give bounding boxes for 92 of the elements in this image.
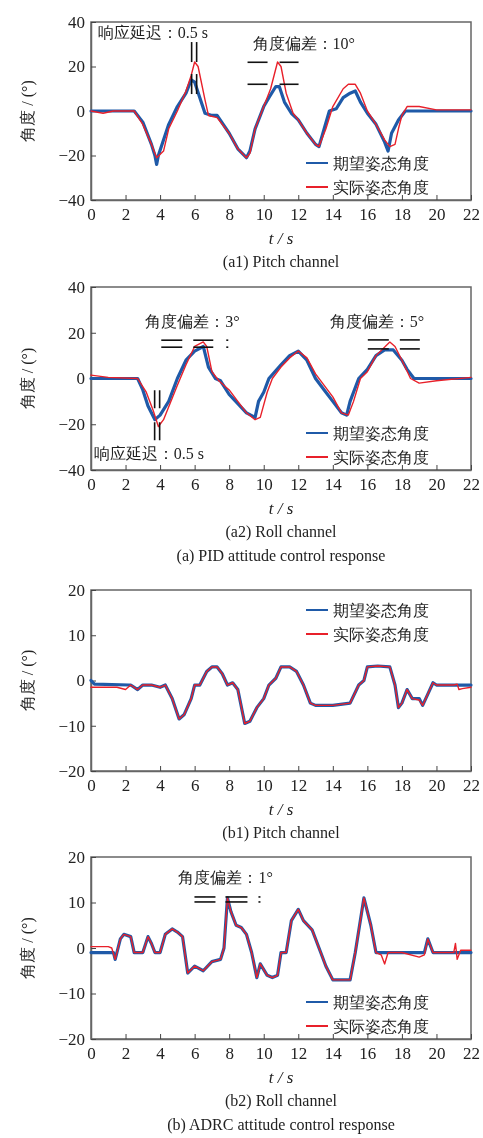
y-tick-label: 0 — [76, 369, 85, 389]
x-tick-label: 4 — [156, 1044, 166, 1064]
y-tick-label: 40 — [68, 277, 85, 297]
x-axis-title: t / s — [268, 1068, 294, 1087]
x-tick-label: 12 — [290, 1044, 308, 1064]
x-tick-label: 6 — [190, 475, 200, 495]
text: (a2) Roll channel — [225, 523, 338, 541]
x-tick-label: 22 — [463, 1044, 480, 1064]
legend-label: 实际姿态角度 — [333, 1018, 429, 1035]
annotation: 角度偏差：5° — [329, 312, 425, 330]
legend-label: 期望姿态角度 — [333, 994, 429, 1011]
x-tick-label: 22 — [463, 475, 480, 495]
y-tick-label: 10 — [68, 893, 85, 913]
x-tick-label: 18 — [393, 776, 411, 796]
x-tick-label: 16 — [359, 205, 377, 225]
x-tick-label: 20 — [428, 776, 446, 796]
x-tick-label: 18 — [393, 475, 411, 495]
x-tick-label: 22 — [463, 205, 480, 225]
x-tick-label: 2 — [121, 776, 131, 796]
x-tick-label: 18 — [393, 205, 411, 225]
y-tick-label: 40 — [68, 12, 85, 32]
y-tick-label: 10 — [68, 626, 85, 646]
x-tick-label: 12 — [290, 776, 308, 796]
x-tick-label: 6 — [190, 776, 200, 796]
x-tick-label: 12 — [290, 205, 308, 225]
x-axis-title: t / s — [268, 229, 294, 248]
annotation: 角度偏差：10° — [252, 35, 355, 53]
y-tick-label: −40 — [58, 190, 85, 210]
legend-label: 实际姿态角度 — [333, 626, 429, 643]
x-tick-label: 2 — [121, 205, 131, 225]
y-tick-label: −20 — [58, 146, 85, 166]
x-tick-label: 10 — [255, 475, 273, 495]
y-tick-label: 0 — [76, 101, 85, 121]
legend-label: 实际姿态角度 — [333, 449, 429, 466]
x-tick-label: 4 — [156, 205, 166, 225]
y-tick-label: 20 — [68, 580, 85, 600]
legend-label: 期望姿态角度 — [333, 425, 429, 442]
x-tick-label: 20 — [428, 205, 446, 225]
y-tick-label: −40 — [58, 460, 85, 480]
y-axis-title: 角度 / (°) — [19, 80, 37, 142]
y-tick-label: 20 — [68, 57, 85, 77]
y-tick-label: 0 — [76, 671, 85, 691]
x-tick-label: 14 — [324, 475, 343, 495]
x-tick-label: 6 — [190, 205, 200, 225]
x-tick-label: 8 — [225, 776, 234, 796]
x-tick-label: 8 — [225, 1044, 234, 1064]
x-tick-label: 20 — [428, 1044, 446, 1064]
y-tick-label: −10 — [58, 716, 85, 736]
x-tick-label: 12 — [290, 475, 308, 495]
x-tick-label: 14 — [324, 776, 343, 796]
x-tick-label: 2 — [121, 1044, 131, 1064]
x-tick-label: 18 — [393, 1044, 411, 1064]
y-tick-label: 20 — [68, 847, 85, 867]
y-tick-label: 0 — [76, 938, 85, 958]
y-axis-title: 角度 / (°) — [19, 917, 37, 979]
y-tick-label: −20 — [58, 761, 85, 781]
x-tick-label: 2 — [121, 475, 131, 495]
x-tick-label: 22 — [463, 776, 480, 796]
x-tick-label: 8 — [225, 475, 234, 495]
x-tick-label: 8 — [225, 205, 234, 225]
y-tick-label: −20 — [58, 1029, 85, 1049]
y-tick-label: −20 — [58, 415, 85, 435]
annotation: 响应延迟：0.5 s — [97, 24, 208, 42]
annotation: 角度偏差：3° — [145, 313, 240, 331]
x-tick-label: 10 — [255, 1044, 273, 1064]
x-tick-label: 4 — [156, 475, 166, 495]
x-tick-label: 14 — [324, 205, 343, 225]
annotation: 响应延迟：0.5 s — [93, 445, 204, 463]
text: (b) ADRC attitude control response — [167, 1116, 395, 1134]
y-axis-title: 角度 / (°) — [19, 347, 37, 410]
x-tick-label: 6 — [190, 1044, 200, 1064]
legend-label: 期望姿态角度 — [333, 155, 429, 172]
x-axis-title: t / s — [268, 499, 294, 518]
x-tick-label: 10 — [255, 205, 273, 225]
y-tick-label: 20 — [68, 323, 85, 343]
text: (b2) Roll channel — [225, 1092, 338, 1110]
legend-label: 实际姿态角度 — [333, 179, 429, 196]
legend-label: 期望姿态角度 — [333, 602, 429, 619]
text: (b1) Pitch channel — [222, 824, 341, 842]
annotation: 角度偏差：1° — [178, 868, 273, 886]
x-tick-label: 14 — [324, 1044, 343, 1064]
x-tick-label: 10 — [255, 776, 273, 796]
text: (a) PID attitude control response — [176, 547, 386, 565]
x-axis-title: t / s — [268, 800, 294, 819]
y-axis-title: 角度 / (°) — [19, 649, 37, 712]
text: (a1) Pitch channel — [222, 253, 340, 271]
x-tick-label: 4 — [156, 776, 166, 796]
x-tick-label: 20 — [428, 475, 446, 495]
x-tick-label: 16 — [359, 776, 377, 796]
y-tick-label: −10 — [58, 984, 85, 1004]
x-tick-label: 16 — [359, 1044, 377, 1064]
x-tick-label: 16 — [359, 475, 377, 495]
